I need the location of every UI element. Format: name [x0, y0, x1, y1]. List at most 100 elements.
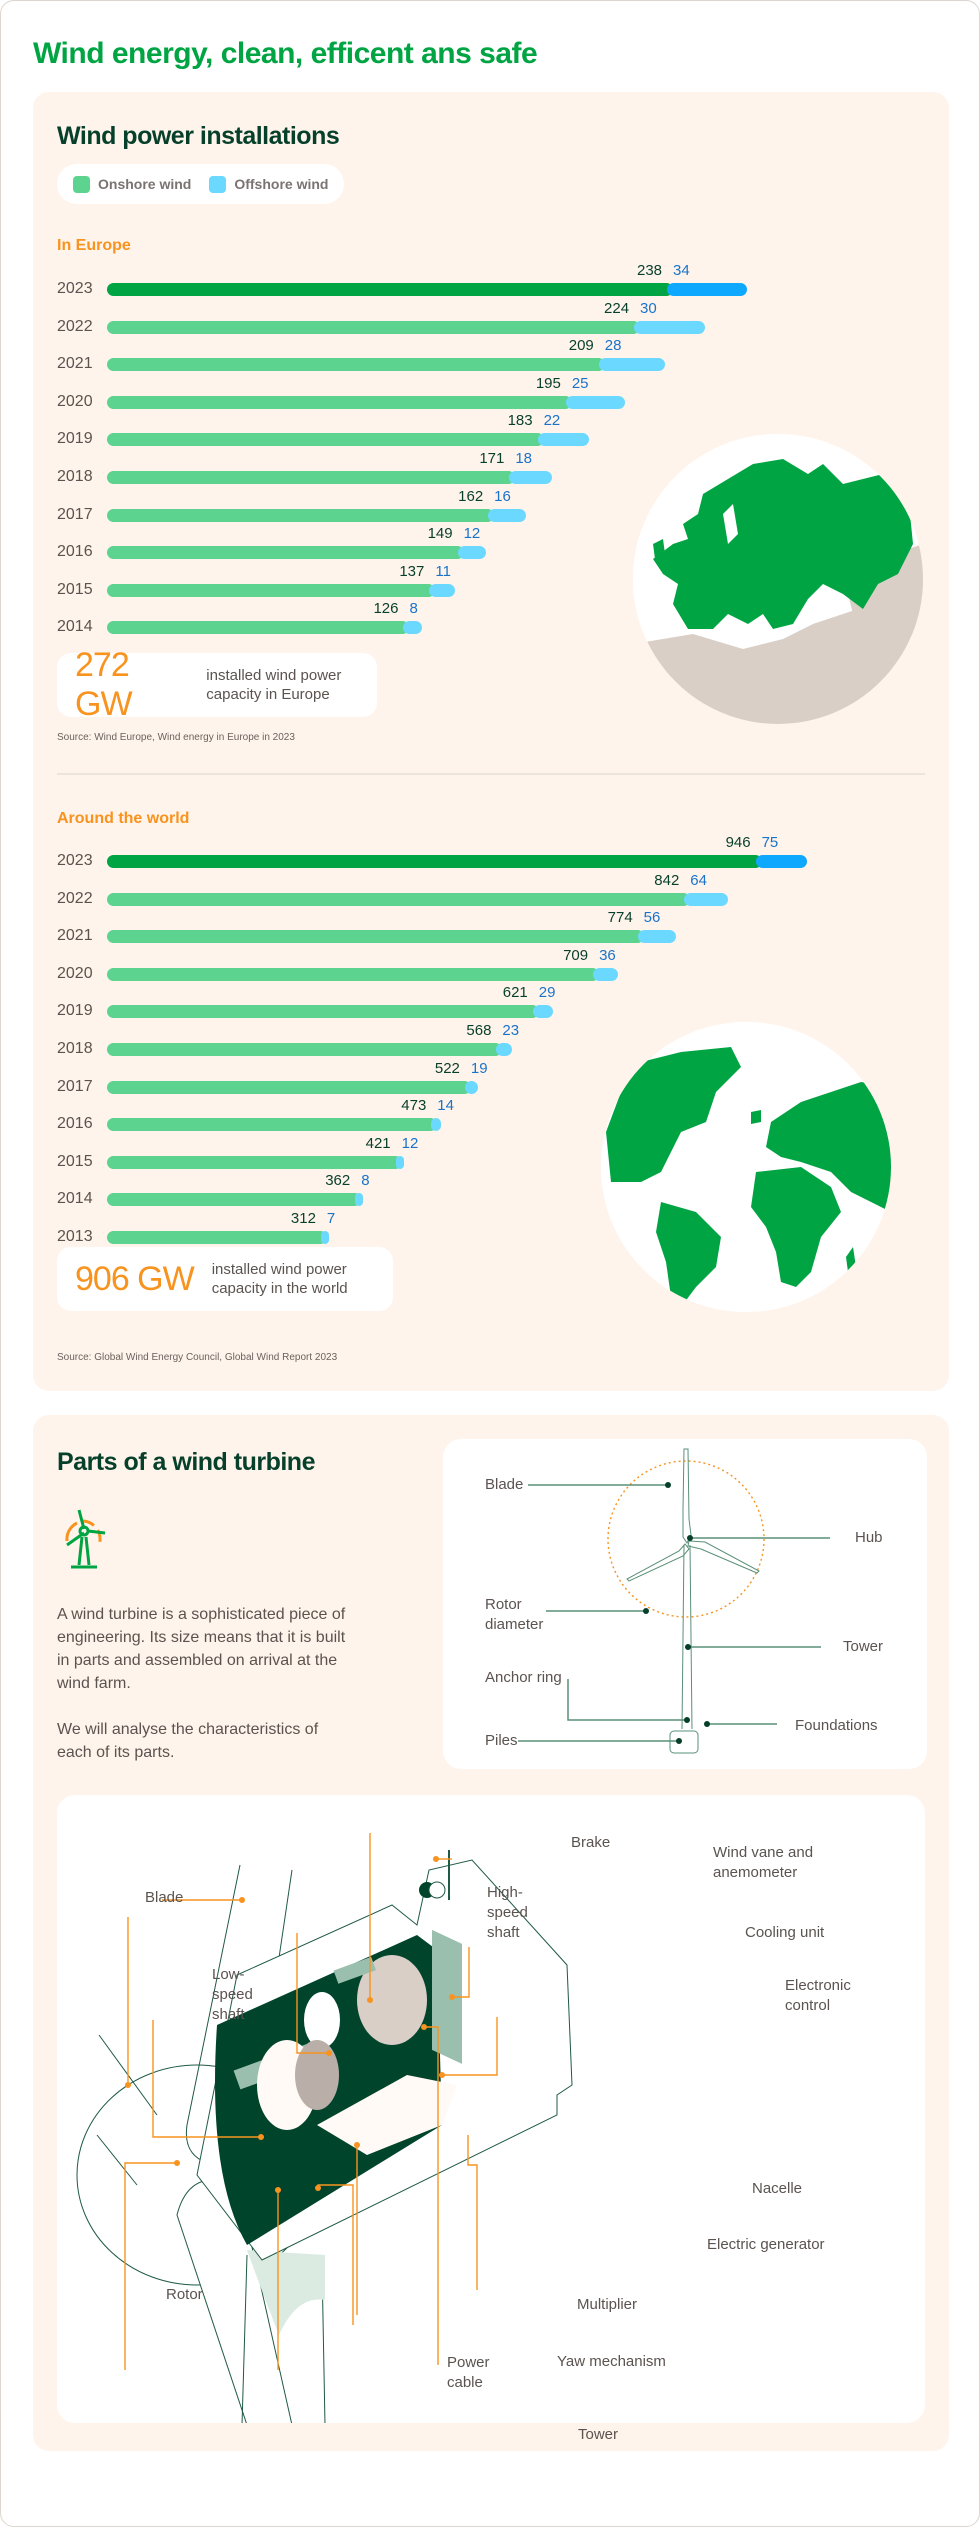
onshore-bar	[107, 1155, 402, 1169]
year-label: 2014	[57, 1190, 93, 1208]
world-section-label: Around the world	[57, 810, 190, 827]
onshore-bar	[107, 1043, 503, 1056]
offshore-value: 14	[437, 1097, 454, 1115]
onshore-bar	[107, 1005, 539, 1019]
page-title-bold: Wind energy	[33, 37, 206, 70]
offshore-bar	[488, 508, 526, 522]
label-wind-vane: Wind vane and anemometer	[713, 1844, 814, 1881]
chart-row: 2021 774 56	[57, 909, 857, 947]
nacelle-cutaway-illustration	[76, 1833, 573, 2423]
offshore-bar	[496, 1043, 513, 1056]
legend-onshore: Onshore wind	[73, 175, 191, 193]
offshore-bar	[634, 320, 705, 334]
offshore-bar	[320, 1231, 329, 1244]
year-label: 2018	[57, 1040, 93, 1057]
onshore-value: 162	[458, 487, 484, 505]
parts-description: A wind turbine is a sophisticated piece …	[57, 1603, 357, 1764]
offshore-value: 29	[538, 984, 556, 1002]
onshore-bar	[107, 546, 464, 560]
offshore-bar	[667, 283, 747, 296]
europe-stat-value: 272 GW	[75, 646, 133, 723]
label-tower-nacelle: Tower	[578, 2426, 619, 2443]
onshore-bar	[107, 1080, 471, 1094]
year-label: 2020	[57, 964, 93, 982]
year-label: 2015	[57, 1152, 93, 1170]
year-label: 2021	[57, 355, 93, 373]
year-label: 2016	[57, 1115, 93, 1133]
offshore-value: 18	[515, 450, 533, 467]
offshore-swatch-icon	[209, 175, 227, 193]
onshore-swatch-icon	[73, 175, 90, 193]
onshore-bar	[107, 1118, 438, 1132]
offshore-bar	[598, 358, 665, 372]
onshore-value: 171	[479, 450, 505, 467]
onshore-bar	[107, 1231, 327, 1244]
onshore-value: 842	[654, 871, 680, 889]
offshore-value: 25	[571, 374, 589, 392]
legend-offshore: Offshore wind	[209, 175, 328, 193]
chart-legend: Onshore wind Offshore wind	[57, 164, 345, 204]
label-electronic-control: Electronic control	[785, 1977, 851, 2014]
onshore-value: 709	[563, 946, 589, 964]
onshore-bar	[107, 855, 762, 868]
offshore-bar	[684, 892, 729, 906]
year-label: 2021	[57, 927, 93, 945]
offshore-bar	[509, 471, 552, 484]
year-label: 2020	[57, 392, 93, 410]
onshore-value: 137	[399, 562, 425, 580]
chart-row: 2013 312 7	[57, 1210, 857, 1248]
chart-row: 2022 842 64	[57, 872, 857, 910]
offshore-bar	[431, 1118, 441, 1132]
label-blade-nacelle: Blade	[145, 1889, 184, 1906]
year-label: 2017	[57, 1077, 93, 1095]
onshore-value: 946	[725, 834, 751, 851]
onshore-bar	[107, 621, 410, 635]
onshore-bar	[107, 395, 572, 409]
offshore-bar	[457, 546, 486, 560]
label-hub: Hub	[855, 1529, 883, 1546]
label-high-speed-shaft: High-speed shaft	[487, 1884, 528, 1941]
europe-source: Source: Wind Europe, Wind energy in Euro…	[57, 732, 295, 743]
chart-row: 2020 709 36	[57, 947, 857, 985]
installations-title: Wind power installations	[57, 122, 340, 150]
chart-row: 2023 238 34	[57, 262, 857, 300]
onshore-bar	[107, 1193, 362, 1207]
onshore-value: 568	[466, 1022, 492, 1039]
parts-paragraph: A wind turbine is a sophisticated piece …	[57, 1606, 346, 1692]
onshore-bar	[107, 471, 516, 484]
chart-row: 2023 946 75	[57, 834, 857, 872]
onshore-value: 149	[427, 525, 453, 543]
onshore-bar	[107, 967, 600, 981]
europe-stat-text: installed wind power capacity in Europe	[206, 667, 342, 703]
offshore-bar	[355, 1193, 364, 1207]
label-rotor: Rotor	[166, 2286, 203, 2303]
label-piles: Piles	[485, 1732, 518, 1749]
onshore-value: 473	[401, 1097, 427, 1115]
onshore-bar	[107, 583, 436, 597]
year-label: 2023	[57, 280, 93, 297]
offshore-value: 30	[640, 299, 657, 317]
offshore-value: 23	[502, 1022, 520, 1039]
onshore-value: 522	[434, 1059, 460, 1077]
label-low-speed-shaft: Low-speed shaft	[212, 1966, 253, 2023]
year-label: 2015	[57, 580, 93, 598]
offshore-value: 64	[690, 871, 707, 889]
chart-row: 2015 137 11	[57, 563, 857, 601]
turbine-overview-card: Blade Hub Rotor diameter Tower Anchor ri…	[443, 1439, 927, 1769]
onshore-bar	[107, 892, 691, 906]
page-title: Wind energy, clean, efficent ans safe	[33, 37, 538, 71]
label-foundations: Foundations	[795, 1717, 878, 1734]
offshore-value: 7	[326, 1210, 336, 1227]
offshore-value: 12	[463, 525, 481, 543]
offshore-value: 28	[604, 337, 622, 355]
world-source: Source: Global Wind Energy Council, Glob…	[57, 1352, 338, 1363]
chart-row: 2014 126 8	[57, 600, 857, 638]
offshore-bar	[755, 855, 807, 868]
onshore-value: 126	[373, 600, 399, 618]
offshore-value: 11	[435, 562, 451, 580]
offshore-value: 34	[673, 262, 690, 279]
year-label: 2016	[57, 543, 93, 561]
section-divider	[57, 773, 925, 775]
onshore-value: 362	[325, 1172, 351, 1190]
